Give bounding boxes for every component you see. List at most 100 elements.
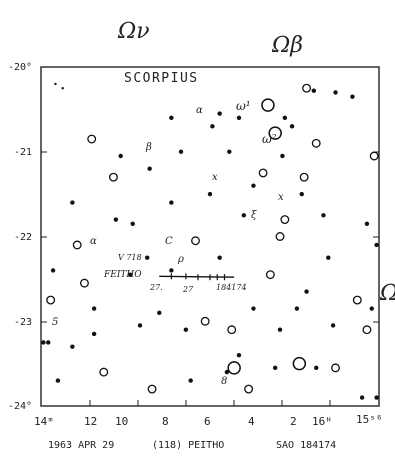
star-point bbox=[207, 191, 213, 197]
asteroid-track bbox=[159, 273, 235, 281]
star-point bbox=[72, 240, 82, 250]
star-point bbox=[292, 356, 307, 371]
star-point bbox=[91, 331, 97, 337]
star-point bbox=[321, 213, 326, 218]
star-point bbox=[46, 340, 51, 345]
star-point bbox=[46, 295, 56, 305]
star-point bbox=[169, 268, 174, 273]
star-point bbox=[227, 361, 241, 375]
star-point bbox=[113, 217, 119, 222]
omega1-label: ω¹ bbox=[236, 99, 251, 113]
star-point bbox=[217, 255, 222, 260]
omega-beta-symbol: Ωβ bbox=[271, 33, 303, 58]
d27b-label: 27 bbox=[182, 285, 194, 294]
x-tick-label: 4 bbox=[248, 415, 255, 428]
star-point bbox=[277, 327, 283, 332]
star-point bbox=[188, 378, 193, 383]
star-point bbox=[374, 395, 379, 400]
d27a-label: 27. bbox=[149, 283, 163, 292]
x-tick-label: 2 bbox=[290, 415, 297, 428]
x-tick-label: 14ᵐ bbox=[34, 415, 54, 428]
star-point bbox=[369, 306, 374, 311]
y-tick-label: -20° bbox=[8, 62, 32, 73]
star-point bbox=[251, 183, 256, 188]
date-label: V 718 bbox=[118, 253, 142, 262]
star-point bbox=[374, 242, 379, 248]
star-point bbox=[157, 310, 162, 315]
stars-layer bbox=[41, 82, 379, 400]
y-tick-label: -23 bbox=[14, 317, 32, 328]
constellation-title: SCORPIUS bbox=[124, 71, 199, 86]
star-point bbox=[236, 115, 242, 121]
peitho-label: FEITHO bbox=[103, 270, 142, 280]
star-point bbox=[241, 213, 246, 218]
star-point bbox=[251, 306, 256, 311]
star-point bbox=[227, 149, 232, 154]
c-label: C bbox=[165, 236, 173, 247]
y-tick-label: -22 bbox=[14, 232, 32, 243]
star-point bbox=[311, 88, 317, 93]
star-point bbox=[169, 115, 174, 121]
star-point bbox=[147, 166, 152, 171]
star-point bbox=[299, 191, 304, 197]
star-point bbox=[80, 278, 89, 288]
y-axis: -20° -21 -22 -23 -24° bbox=[8, 62, 379, 412]
omega-alpha-symbol: Ωα bbox=[379, 281, 395, 306]
star-point bbox=[265, 270, 275, 280]
footer-object: (118) PEITHO bbox=[152, 440, 224, 451]
star-point bbox=[183, 327, 189, 332]
star-point bbox=[330, 323, 336, 328]
star-point bbox=[294, 306, 300, 311]
x-label: x bbox=[212, 172, 218, 183]
star-point bbox=[224, 369, 230, 375]
star-point bbox=[108, 172, 118, 182]
eight-label: 8 bbox=[221, 376, 227, 387]
omega-nu-symbol: Ων bbox=[117, 19, 150, 44]
star-point bbox=[137, 323, 143, 328]
star-point bbox=[50, 268, 56, 273]
star-point bbox=[61, 86, 64, 90]
star-point bbox=[302, 83, 312, 93]
star-point bbox=[333, 90, 338, 95]
star-point bbox=[217, 111, 222, 116]
x-tick-label: 12 bbox=[84, 415, 97, 428]
x-tick-label: 10 bbox=[115, 415, 128, 428]
star-point bbox=[268, 126, 282, 140]
star-point bbox=[280, 153, 285, 159]
star-point bbox=[364, 221, 370, 226]
rho-label: ρ bbox=[177, 254, 184, 265]
x2-label: x bbox=[278, 192, 284, 203]
omega2-label: ω² bbox=[262, 132, 277, 146]
y-tick-label: -21 bbox=[14, 147, 32, 158]
star-point bbox=[147, 384, 157, 394]
star-point bbox=[289, 124, 295, 129]
star-point bbox=[352, 295, 362, 305]
star-point bbox=[236, 352, 242, 358]
alpha-label: α bbox=[196, 105, 203, 116]
footer-date: 1963 APR 29 bbox=[48, 440, 114, 451]
x-tick-label: 15ˢ⁶ bbox=[356, 413, 383, 426]
star-point bbox=[314, 365, 319, 371]
star-point bbox=[272, 365, 278, 371]
beta-label: β bbox=[145, 142, 152, 153]
y-tick-label: -24° bbox=[8, 401, 32, 412]
star-point bbox=[304, 289, 309, 294]
star-point bbox=[326, 255, 331, 260]
sao-label: 184174 bbox=[216, 283, 247, 292]
star-point bbox=[145, 255, 150, 260]
star-point bbox=[70, 344, 75, 349]
x-tick-label: 8 bbox=[162, 415, 169, 428]
star-point bbox=[200, 316, 210, 326]
star-point bbox=[258, 168, 268, 178]
x-tick-label: 6 bbox=[204, 415, 211, 428]
star-point bbox=[275, 232, 285, 241]
star-point bbox=[362, 325, 372, 335]
xi-label: ξ bbox=[251, 210, 257, 221]
x-axis: 14ᵐ 12 10 8 6 4 2 16ᴴ 15ˢ⁶ bbox=[34, 400, 383, 428]
star-point bbox=[359, 395, 365, 400]
star-point bbox=[282, 115, 288, 121]
star-point bbox=[369, 151, 379, 161]
track-line bbox=[159, 275, 235, 278]
star-point bbox=[227, 325, 237, 335]
